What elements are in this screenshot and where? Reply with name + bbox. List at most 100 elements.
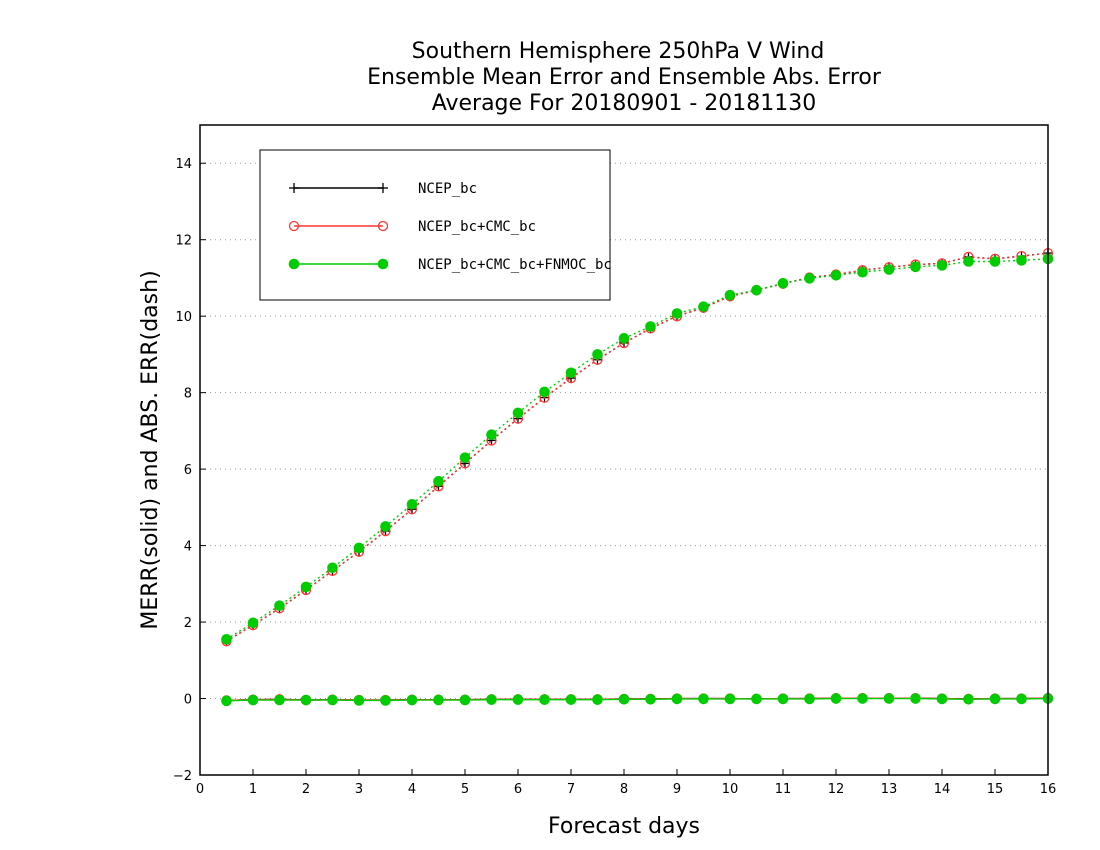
- series-layer: [221, 247, 1054, 707]
- series-ncep-bc-cmc-bc: [221, 247, 1054, 706]
- series-ncep-bc: [221, 248, 1053, 706]
- abs-err-point: [910, 261, 921, 273]
- y-tick-label: 2: [184, 616, 192, 631]
- y-tick-label: 10: [175, 310, 192, 325]
- merr-point: [751, 693, 762, 705]
- abs-err-point: [221, 633, 232, 645]
- abs-err-point: [247, 617, 259, 629]
- merr-point: [486, 694, 497, 705]
- legend-label: NCEP_bc+CMC_bc: [418, 219, 536, 235]
- merr-point: [380, 695, 391, 706]
- y-axis-label: MERR(solid) and ABS. ERR(dash): [138, 270, 163, 629]
- abs-err-point: [274, 600, 285, 611]
- merr-point: [300, 694, 312, 706]
- merr-point: [565, 694, 577, 705]
- merr-point: [539, 694, 550, 705]
- legend-marker-start: [288, 220, 300, 232]
- abs-err-point: [830, 269, 842, 281]
- y-tick-label: 0: [184, 693, 192, 708]
- merr-point: [274, 694, 285, 706]
- legend-marker-end: [377, 258, 389, 270]
- merr-point: [936, 693, 948, 705]
- abs-err-point: [1016, 255, 1027, 266]
- legend-marker-start: [288, 258, 300, 270]
- y-tick-label: −2: [173, 769, 192, 784]
- x-tick-label: 7: [567, 782, 575, 797]
- merr-point: [353, 695, 365, 706]
- x-tick-label: 13: [881, 782, 898, 797]
- abs-err-line-ncep-bc: [226, 252, 1049, 642]
- x-tick-label: 6: [514, 782, 522, 797]
- legend-marker-end: [377, 220, 389, 232]
- abs-err-line-ncep-bc-cmc-bc: [226, 252, 1049, 642]
- title-line-2: Ensemble Mean Error and Ensemble Abs. Er…: [367, 65, 882, 90]
- x-tick-label: 4: [408, 782, 416, 797]
- title-line-1: Southern Hemisphere 250hPa V Wind: [412, 39, 825, 64]
- abs-err-point: [671, 308, 683, 319]
- x-tick-label: 10: [722, 782, 739, 797]
- abs-err-point: [592, 349, 603, 360]
- abs-err-point: [539, 386, 550, 398]
- x-tick-label: 2: [302, 782, 310, 797]
- merr-point: [247, 694, 259, 706]
- merr-point: [857, 693, 868, 704]
- y-tick-label: 8: [184, 387, 192, 402]
- merr-point: [671, 693, 683, 705]
- x-tick-label: 15: [987, 782, 1004, 797]
- merr-point: [724, 693, 736, 705]
- merr-point: [698, 693, 709, 705]
- y-tick-label: 12: [175, 234, 192, 249]
- y-tick-label: 6: [184, 463, 192, 478]
- legend-entry-ncep-bc-cmc-bc-fnmoc-bc: NCEP_bc+CMC_bc+FNMOC_bc: [288, 257, 612, 273]
- merr-point: [963, 693, 974, 705]
- merr-point: [459, 694, 471, 706]
- x-tick-label: 9: [673, 782, 681, 797]
- legend-label: NCEP_bc: [418, 181, 477, 197]
- abs-err-point: [512, 407, 524, 419]
- abs-err-point: [645, 321, 656, 332]
- merr-point: [645, 693, 656, 705]
- merr-point: [327, 694, 338, 706]
- abs-err-point: [353, 542, 365, 554]
- abs-err-point: [857, 266, 868, 278]
- x-tick-label: 12: [828, 782, 845, 797]
- abs-err-point: [327, 562, 338, 574]
- chart-title: Southern Hemisphere 250hPa V Wind Ensemb…: [367, 39, 882, 116]
- merr-point: [910, 693, 921, 704]
- x-tick-label: 0: [196, 782, 204, 797]
- legend-marker-start: [289, 183, 299, 193]
- merr-point: [830, 693, 842, 704]
- legend-entry-ncep-bc: NCEP_bc: [289, 181, 477, 197]
- abs-err-point: [698, 301, 709, 312]
- abs-err-point: [883, 264, 895, 275]
- y-tick-label: 4: [184, 540, 192, 555]
- x-tick-label: 3: [355, 782, 363, 797]
- merr-point: [989, 693, 1001, 705]
- x-tick-label: 14: [934, 782, 951, 797]
- abs-err-point: [618, 333, 630, 344]
- abs-err-point: [724, 289, 736, 301]
- legend-entry-ncep-bc-cmc-bc: NCEP_bc+CMC_bc: [288, 219, 536, 235]
- x-tick-label: 11: [775, 782, 792, 797]
- abs-err-point: [300, 581, 312, 593]
- merr-line-ncep-bc-cmc-bc-fnmoc-bc: [226, 697, 1049, 702]
- abs-err-point: [406, 498, 418, 510]
- merr-point: [221, 695, 232, 707]
- legend-label: NCEP_bc+CMC_bc+FNMOC_bc: [418, 257, 612, 273]
- merr-point: [777, 693, 789, 705]
- merr-point: [433, 694, 444, 706]
- legend-marker-end: [378, 183, 388, 193]
- y-tick-label: 14: [175, 157, 192, 172]
- series-ncep-bc-cmc-bc-fnmoc-bc: [221, 253, 1054, 707]
- abs-err-point: [459, 452, 471, 463]
- abs-err-point: [433, 476, 444, 487]
- abs-err-point: [804, 273, 815, 284]
- abs-err-line-ncep-bc-cmc-bc-fnmoc-bc: [226, 258, 1049, 640]
- merr-point: [618, 693, 630, 705]
- x-tick-label: 1: [249, 782, 257, 797]
- legend-box: [259, 149, 611, 301]
- x-tick-label: 16: [1040, 782, 1057, 797]
- x-tick-label: 5: [461, 782, 469, 797]
- x-tick-label: 8: [620, 782, 628, 797]
